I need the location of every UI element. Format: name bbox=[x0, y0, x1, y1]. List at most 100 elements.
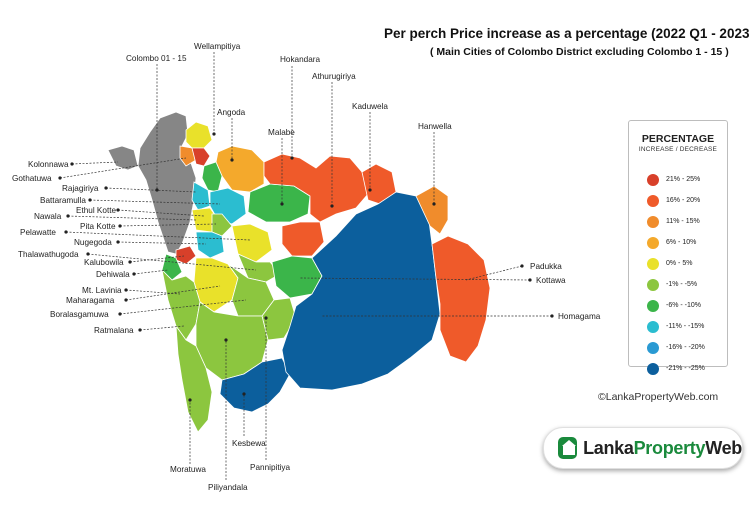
legend-label: -21% - -25% bbox=[666, 365, 705, 372]
label-pannipitiya: Pannipitiya bbox=[250, 463, 291, 472]
legend-title: PERCENTAGE bbox=[641, 133, 715, 145]
label-maharagama: Maharagama bbox=[66, 296, 115, 305]
label-ethul-kotte: Ethul Kotte bbox=[76, 206, 117, 215]
label-piliyandala: Piliyandala bbox=[208, 483, 248, 492]
legend-label: 11% - 15% bbox=[666, 218, 700, 225]
map-regions bbox=[107, 111, 491, 433]
label-battaramulla: Battaramulla bbox=[40, 196, 86, 205]
dot-maharagama bbox=[124, 298, 128, 302]
region-nugegoda bbox=[195, 231, 225, 259]
legend-label: -16% - -20% bbox=[666, 344, 705, 351]
region-pelawatte bbox=[231, 223, 273, 263]
dot-wellampitiya bbox=[212, 132, 216, 136]
region-wellampitiya bbox=[185, 121, 213, 149]
label-padukka: Padukka bbox=[530, 262, 562, 271]
label-kottawa: Kottawa bbox=[536, 276, 566, 285]
label-kalubowila: Kalubowila bbox=[84, 258, 124, 267]
legend-swatch bbox=[647, 257, 659, 270]
leader-battaramulla bbox=[89, 199, 221, 205]
dot-colombo bbox=[155, 188, 159, 192]
legend-label: -11% - -15% bbox=[666, 323, 705, 330]
dot-padukka bbox=[520, 264, 524, 268]
leader-nawala bbox=[67, 215, 197, 221]
label-athurugiriya: Athurugiriya bbox=[312, 72, 356, 81]
logo-word-lanka: Lanka bbox=[583, 437, 634, 458]
logo-wordmark: LankaPropertyWeb bbox=[583, 438, 742, 459]
legend-label: 6% - 10% bbox=[666, 239, 697, 246]
region-athurugiriya bbox=[281, 221, 325, 257]
dot-pelawatte bbox=[64, 230, 68, 234]
leader-gothatuwa bbox=[59, 157, 187, 179]
legend-swatch bbox=[647, 362, 659, 375]
label-hanwella: Hanwella bbox=[418, 122, 452, 131]
legend-subtitle: INCREASE / DECREASE bbox=[638, 146, 718, 153]
region-homagama bbox=[281, 191, 441, 391]
label-kolonnawa: Kolonnawa bbox=[28, 160, 69, 169]
dot-boralasgamuwa bbox=[118, 312, 122, 316]
dot-kesbewa bbox=[242, 392, 246, 396]
dot-pita-kotte bbox=[118, 224, 122, 228]
region-kolonnawa-red bbox=[191, 147, 211, 167]
place-labels: Colombo 01 - 15 Wellampitiya Hokandara A… bbox=[12, 42, 601, 492]
lankapropertyweb-logo[interactable]: LankaPropertyWeb bbox=[543, 427, 743, 469]
dot-battaramulla bbox=[88, 198, 92, 202]
leader-padukka bbox=[465, 265, 523, 281]
region-hokandara bbox=[263, 153, 369, 223]
dot-gothatuwa bbox=[58, 176, 62, 180]
region-dehiwala bbox=[161, 253, 183, 281]
dot-rajagiriya bbox=[104, 186, 108, 190]
house-icon bbox=[558, 437, 578, 459]
legend-label: 0% - 5% bbox=[666, 260, 693, 267]
dot-ethul-kotte bbox=[116, 208, 120, 212]
dot-thalawathugoda bbox=[86, 252, 90, 256]
label-malabe: Malabe bbox=[268, 128, 295, 137]
dot-kolonnawa bbox=[70, 162, 74, 166]
legend-item: -1% - -5% bbox=[647, 274, 705, 295]
copyright-credit: ©LankaPropertyWeb.com bbox=[598, 391, 719, 403]
dot-nawala bbox=[66, 214, 70, 218]
dot-mt-lavinia bbox=[124, 288, 128, 292]
map-title: Per perch Price increase as a percentage… bbox=[384, 26, 750, 41]
region-padukka bbox=[431, 235, 491, 363]
dot-hokandara bbox=[290, 156, 294, 160]
legend-label: -6% - -10% bbox=[666, 302, 702, 309]
legend-swatch bbox=[647, 299, 659, 312]
legend-swatch bbox=[647, 236, 659, 249]
label-moratuwa: Moratuwa bbox=[170, 465, 206, 474]
dot-piliyandala bbox=[224, 338, 228, 342]
legend-item: -6% - -10% bbox=[647, 295, 705, 316]
leader-nugegoda bbox=[117, 241, 207, 245]
legend-item: 6% - 10% bbox=[647, 232, 705, 253]
leader-ethul-kotte bbox=[117, 209, 205, 217]
dot-dehiwala bbox=[132, 272, 136, 276]
label-hokandara: Hokandara bbox=[280, 55, 321, 64]
leader-rajagiriya bbox=[105, 187, 197, 193]
dot-angoda bbox=[230, 158, 234, 162]
leader-maharagama bbox=[125, 285, 221, 301]
leader-pelawatte bbox=[65, 231, 251, 241]
legend-label: -1% - -5% bbox=[666, 281, 698, 288]
dot-kalubowila bbox=[128, 260, 132, 264]
dot-athurugiriya bbox=[330, 204, 334, 208]
legend-swatch bbox=[647, 194, 659, 207]
label-angoda: Angoda bbox=[217, 108, 246, 117]
leader-dots bbox=[58, 132, 554, 402]
leader-thalawathugoda bbox=[87, 253, 257, 271]
legend-label: 21% - 25% bbox=[666, 176, 701, 183]
legend-list: 21% - 25% 16% - 20% 11% - 15% 6% - 10% 0… bbox=[647, 169, 705, 379]
region-angoda bbox=[215, 145, 265, 193]
legend-swatch bbox=[647, 173, 659, 186]
logo-word-web: Web bbox=[705, 437, 742, 458]
region-moratuwa bbox=[175, 324, 213, 433]
legend-label: 16% - 20% bbox=[666, 197, 701, 204]
label-rajagiriya: Rajagiriya bbox=[62, 184, 99, 193]
leader-dehiwala bbox=[133, 269, 169, 275]
label-dehiwala: Dehiwala bbox=[96, 270, 130, 279]
dot-hanwella bbox=[432, 202, 436, 206]
legend-swatch bbox=[647, 278, 659, 291]
label-pelawatte: Pelawatte bbox=[20, 228, 56, 237]
label-pita-kotte: Pita Kotte bbox=[80, 222, 116, 231]
legend-swatch bbox=[647, 320, 659, 333]
label-gothatuwa: Gothatuwa bbox=[12, 174, 52, 183]
